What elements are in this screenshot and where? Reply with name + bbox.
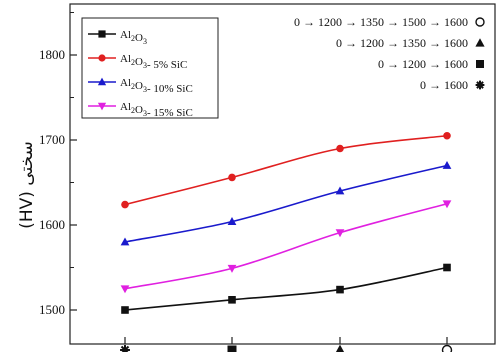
legend-label: Al2O3- 10% SiC [120,77,193,95]
y-tick-label: 1500 [39,302,65,317]
legend-marker [98,30,106,38]
schedule-key-marker-square [476,60,484,68]
y-tick-label: 1800 [39,47,65,62]
data-point [443,131,451,140]
data-point [228,296,236,304]
legend-marker [98,54,106,62]
schedule-key-marker-triangle [475,38,485,47]
legend-label: Al2O3- 15% SiC [120,101,193,119]
x-axis [120,337,453,352]
series-line-1 [124,266,448,311]
y-axis: 1500 1600 1700 1800 [39,12,77,317]
schedule-key-label: 0 → 1200 → 1350 → 1500 → 1600 [294,15,468,29]
y-tick-label: 1700 [39,132,65,147]
data-point [336,285,344,294]
schedule-key-label: 0 → 1200 → 1350 → 1600 [336,36,468,50]
data-point [227,264,237,273]
schedule-key-marker-asterisk [475,80,485,90]
series-line-3 [124,164,448,243]
data-point [120,237,130,246]
legend-label: Al2O3 [120,29,147,46]
x-tick-marker-circle [441,344,453,352]
legend-marker [97,77,107,86]
data-point [442,200,452,209]
legend-label: Al2O3- 5% SiC [120,53,187,71]
data-point [335,186,345,195]
data-point [443,263,451,272]
data-point [121,200,129,209]
schedule-key-label: 0 → 1600 [420,78,468,92]
x-tick-marker-square [227,345,237,352]
series-line-2 [124,134,448,206]
data-point [335,229,345,238]
legend: Al2O3 Al2O3- 5% SiC Al2O3- 10% SiC Al2O3- 1… [81,17,219,119]
series-layer [120,131,452,314]
schedule-key: 0 → 1200 → 1350 → 1500 → 1600 0 → 1200 → … [294,15,485,92]
legend-marker [97,102,107,111]
x-tick-marker-triangle [335,344,345,352]
schedule-key-label: 0 → 1200 → 1600 [378,57,468,71]
data-point [120,285,130,294]
data-point [227,217,237,226]
x-tick-marker-asterisk [120,345,130,352]
plot-frame [69,3,496,345]
data-point [336,144,344,153]
schedule-key-marker-circle [475,17,485,27]
data-point [442,160,452,169]
data-point [121,306,129,314]
y-tick-label: 1600 [39,217,65,232]
series-line-4 [124,202,448,290]
y-axis-label: سختی (HV) [17,141,37,229]
data-point [228,173,236,182]
